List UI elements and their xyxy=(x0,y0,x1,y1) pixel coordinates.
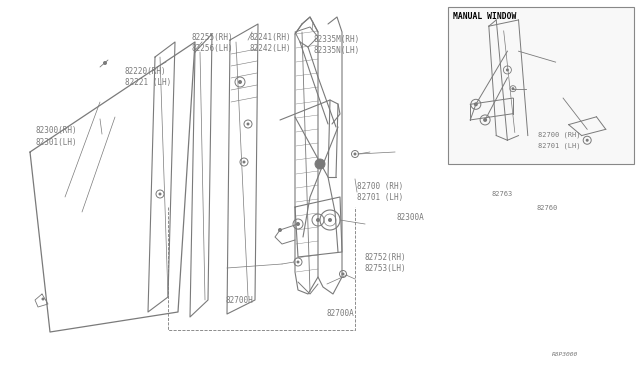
Circle shape xyxy=(353,153,356,155)
Text: 82335M(RH): 82335M(RH) xyxy=(314,35,360,44)
Text: 82241(RH): 82241(RH) xyxy=(250,33,291,42)
Circle shape xyxy=(246,122,250,125)
Circle shape xyxy=(342,273,344,276)
Circle shape xyxy=(103,61,107,65)
Circle shape xyxy=(296,260,300,263)
Circle shape xyxy=(296,222,300,226)
Text: 82256(LH): 82256(LH) xyxy=(192,44,234,53)
Text: 82300A: 82300A xyxy=(397,213,424,222)
Circle shape xyxy=(159,192,161,196)
Text: 82242(LH): 82242(LH) xyxy=(250,44,291,53)
Circle shape xyxy=(238,80,242,84)
Bar xyxy=(448,7,634,164)
Text: 82701 (LH): 82701 (LH) xyxy=(538,142,580,149)
Circle shape xyxy=(506,68,509,71)
Text: 82701 (LH): 82701 (LH) xyxy=(357,193,403,202)
Text: 82220(RH): 82220(RH) xyxy=(125,67,166,76)
Text: 82300(RH): 82300(RH) xyxy=(35,126,77,135)
Circle shape xyxy=(586,139,589,142)
Text: 82700 (RH): 82700 (RH) xyxy=(357,182,403,190)
Circle shape xyxy=(474,102,478,106)
Circle shape xyxy=(243,160,246,164)
Circle shape xyxy=(483,118,487,122)
Text: 82221 (LH): 82221 (LH) xyxy=(125,78,171,87)
Circle shape xyxy=(42,298,45,301)
Text: 82301(LH): 82301(LH) xyxy=(35,138,77,147)
Text: MANUAL WINDOW: MANUAL WINDOW xyxy=(453,12,516,22)
Text: 82760: 82760 xyxy=(536,205,557,211)
Text: 82255(RH): 82255(RH) xyxy=(192,33,234,42)
Circle shape xyxy=(318,162,322,166)
Text: R8P3000: R8P3000 xyxy=(552,352,578,357)
Text: 82700H: 82700H xyxy=(225,296,253,305)
Text: 82700 (RH): 82700 (RH) xyxy=(538,131,580,138)
Text: 82753(LH): 82753(LH) xyxy=(365,264,406,273)
Text: 82700A: 82700A xyxy=(326,309,354,318)
Text: 82752(RH): 82752(RH) xyxy=(365,253,406,262)
Text: 82335N(LH): 82335N(LH) xyxy=(314,46,360,55)
Circle shape xyxy=(328,218,332,222)
Text: 82763: 82763 xyxy=(492,191,513,197)
Circle shape xyxy=(316,218,320,222)
Circle shape xyxy=(278,228,282,232)
Circle shape xyxy=(511,87,515,90)
Circle shape xyxy=(315,159,325,169)
